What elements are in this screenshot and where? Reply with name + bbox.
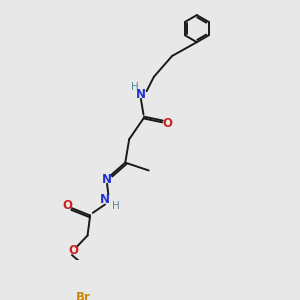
- Text: N: N: [102, 172, 112, 185]
- Text: Br: Br: [76, 291, 91, 300]
- Text: H: H: [112, 201, 119, 211]
- Text: O: O: [68, 244, 78, 257]
- Text: N: N: [136, 88, 146, 101]
- Text: N: N: [100, 194, 110, 206]
- Text: O: O: [62, 199, 72, 212]
- Text: H: H: [130, 82, 138, 92]
- Text: O: O: [162, 117, 172, 130]
